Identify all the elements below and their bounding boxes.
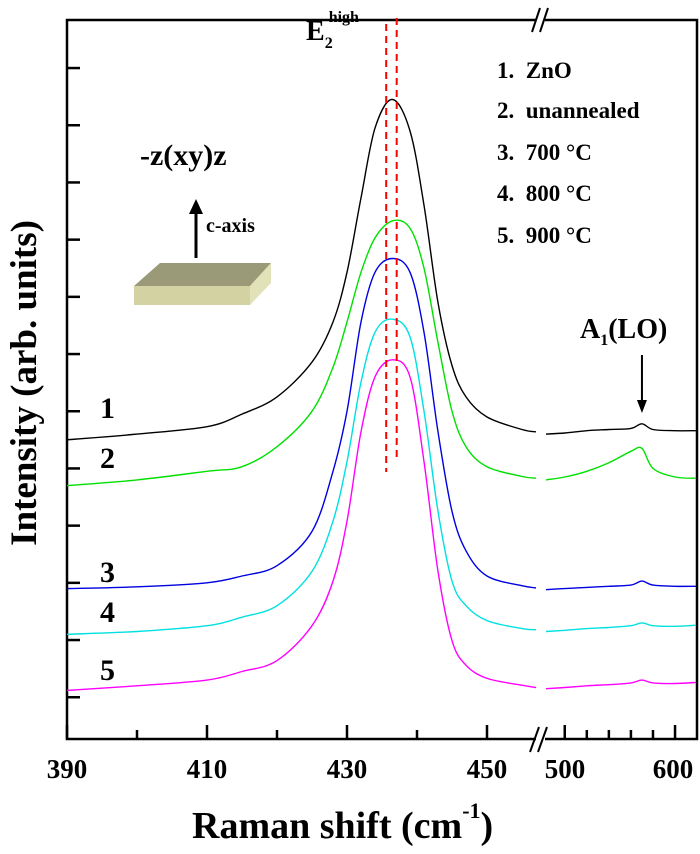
- plot-frame: [65, 18, 699, 741]
- geometry-label: -z(xy)z: [140, 139, 227, 172]
- e2-dashed-lines: [385, 18, 398, 472]
- legend-entry: 3. 700 °C: [497, 140, 592, 165]
- x-tick-label: 390: [47, 754, 88, 784]
- curve-labels: 1 2 3 4 5: [100, 392, 115, 687]
- series-group: [66, 98, 697, 692]
- y-axis-label: Intensity (arb. units): [4, 220, 45, 546]
- legend: 1. ZnO 2. unannealed 3. 700 °C 4. 800 °C…: [497, 58, 640, 248]
- x-tick-label: 450: [467, 754, 508, 784]
- x-tick-label: 410: [187, 754, 228, 784]
- series-line-right: [545, 580, 697, 591]
- x-tick-label: 600: [653, 754, 694, 784]
- curve-label: 4: [100, 596, 115, 629]
- x-axis-label: Raman shift (cm-1): [192, 798, 493, 847]
- axis-break-top: [531, 7, 549, 33]
- c-axis-label: c-axis: [206, 215, 255, 237]
- x-tick-labels: 390 410 430 450 500 600: [47, 754, 694, 784]
- axis-ticks: [65, 66, 677, 739]
- series-line-right: [545, 622, 697, 633]
- legend-entry: 1. ZnO: [497, 58, 572, 83]
- curve-label: 5: [100, 654, 115, 687]
- a1-arrow-icon: [636, 355, 647, 413]
- curve-label: 2: [100, 442, 115, 475]
- axis-break-bottom: [529, 726, 548, 753]
- a1-arrow-head: [636, 400, 647, 413]
- series-line-left: [66, 257, 537, 590]
- series-line-left: [66, 98, 537, 441]
- legend-entry: 2. unannealed: [497, 98, 640, 123]
- x-tick-label: 500: [545, 754, 586, 784]
- curve-label: 1: [100, 392, 115, 425]
- series-line-left: [66, 359, 537, 692]
- curve-label: 3: [100, 556, 115, 589]
- a1-lo-label: A1(LO): [580, 314, 667, 349]
- e2-high-label: E2high: [306, 9, 359, 52]
- legend-entry: 4. 800 °C: [497, 181, 592, 206]
- series-line-left: [66, 219, 537, 487]
- x-tick-label: 430: [327, 754, 368, 784]
- series-line-left: [66, 318, 537, 635]
- legend-entry: 5. 900 °C: [497, 223, 592, 248]
- crystal-slab-icon: [134, 263, 271, 305]
- series-line-right: [545, 446, 697, 481]
- c-axis-arrow-icon: [189, 199, 203, 258]
- series-line-right: [545, 423, 697, 435]
- series-line-right: [545, 679, 697, 690]
